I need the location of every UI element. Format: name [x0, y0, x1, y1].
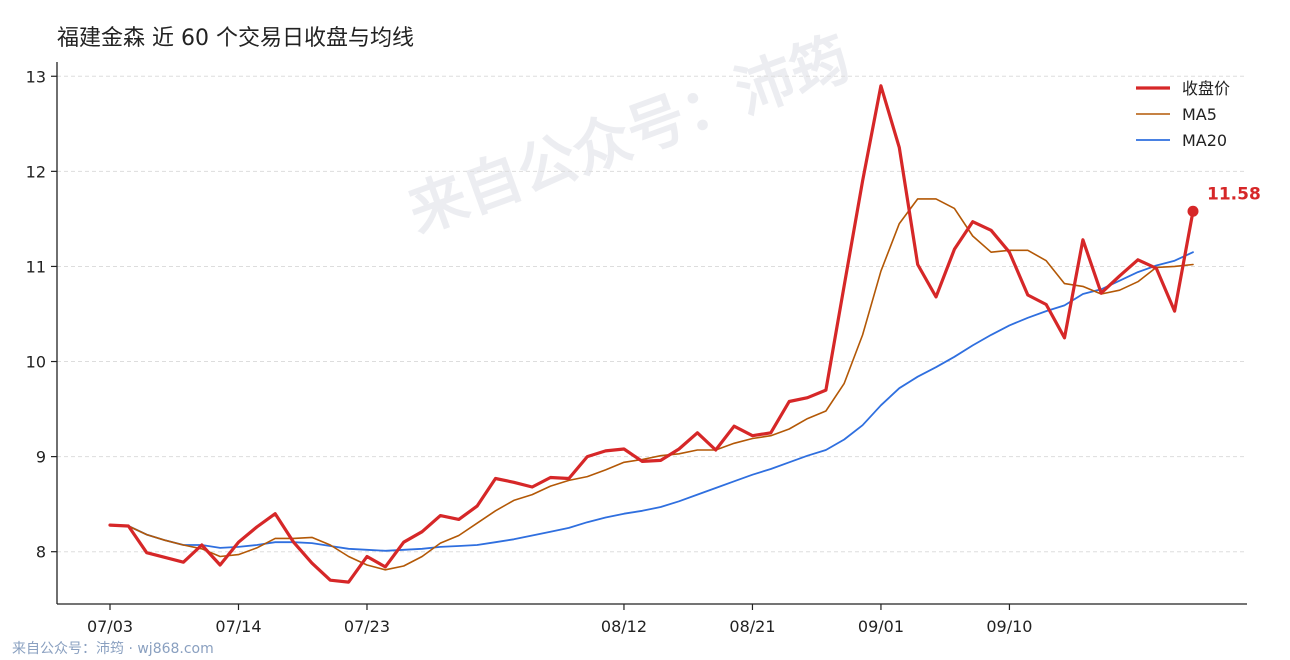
x-tick-label: 09/10 [986, 617, 1032, 636]
y-tick-label: 9 [36, 448, 46, 467]
ma20-line [109, 251, 1194, 552]
y-tick-label: 8 [36, 543, 46, 562]
last-close-label: 11.58 [1207, 184, 1261, 204]
y-tick-label: 10 [26, 353, 46, 372]
y-tick-label: 11 [26, 257, 46, 276]
axes: 8 9 10 11 12 13 07/03 07/14 07/23 08/12 08/21 09/01… [26, 62, 1247, 636]
footer-credit: 来自公众号：沛筠 · wj868.com [12, 641, 214, 657]
x-tick-label: 08/12 [601, 617, 647, 636]
y-tick-label: 12 [26, 162, 46, 181]
x-tick-label: 08/21 [729, 617, 775, 636]
y-tick-label: 13 [26, 67, 46, 86]
legend-label-ma5-line: MA5 [1182, 105, 1217, 124]
series-lines: 11.58 [108, 84, 1261, 584]
x-tick-label: 09/01 [858, 617, 904, 636]
chart-title: 福建金森 近 60 个交易日收盘与均线 [57, 26, 414, 51]
x-tick-label: 07/03 [87, 617, 133, 636]
x-tick-label: 07/23 [344, 617, 390, 636]
legend-label-close-price-line: 收盘价 [1182, 79, 1230, 98]
last-close-marker [1187, 205, 1199, 217]
x-tick-label: 07/14 [215, 617, 261, 636]
legend: 收盘价 MA5 MA20 [1136, 79, 1230, 150]
grid-lines [57, 75, 1247, 553]
legend-label-ma20-line: MA20 [1182, 131, 1227, 150]
close-price-line [108, 84, 1195, 584]
